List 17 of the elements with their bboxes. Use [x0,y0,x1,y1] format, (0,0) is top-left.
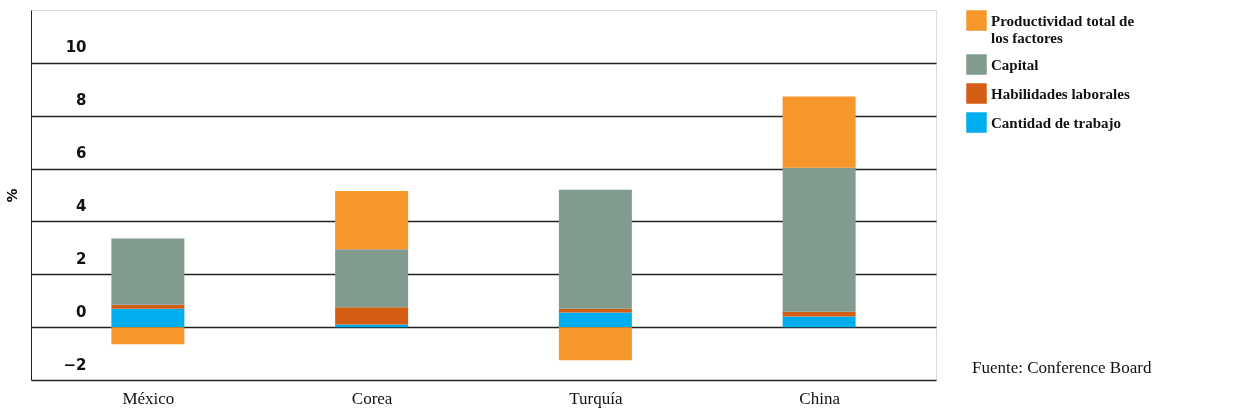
legend-label: Habilidades laborales [991,85,1130,102]
y-tick-label: 2 [76,249,87,268]
y-tick-label: 0 [76,302,87,321]
y-tick-label: 8 [76,91,87,110]
x-tick-label: China [799,388,841,408]
y-tick-label: 6 [76,144,87,163]
legend-label: Capital [991,56,1039,73]
y-axis-title: % [3,188,20,203]
x-tick-label: Turquía [569,388,623,408]
x-tick-label: México [122,388,175,408]
legend-label: Productividad total de los factores [991,12,1135,46]
legend-label: Cantidad de trabajo [991,114,1122,131]
x-tick-label: Corea [351,388,393,408]
source-note: Fuente: Conference Board [972,358,1152,377]
y-tick-label: 4 [76,196,87,215]
y-tick-label: 10 [65,38,87,57]
y-tick-label: −2 [63,355,87,374]
